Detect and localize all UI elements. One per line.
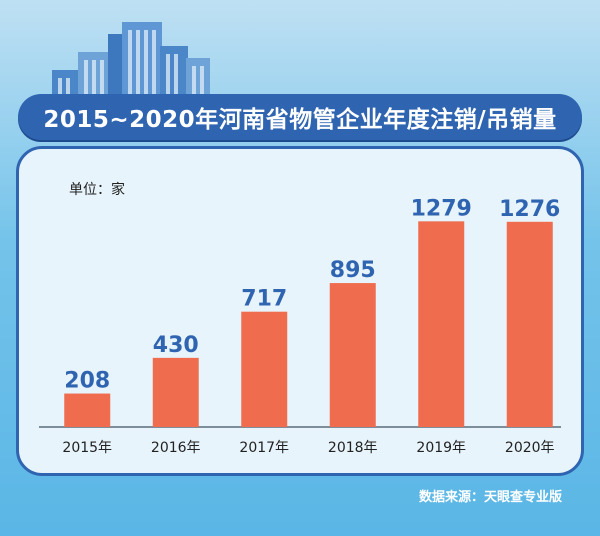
x-tick-label: 2020年	[505, 440, 555, 456]
bar	[506, 221, 553, 427]
unit-label: 单位：家	[69, 182, 125, 198]
chart-title: 2015~2020年河南省物管企业年度注销/吊销量	[43, 107, 557, 133]
data-label: 1279	[411, 196, 472, 221]
x-tick-label: 2015年	[62, 440, 112, 456]
bar	[241, 311, 288, 427]
data-label: 717	[241, 287, 287, 312]
bar	[418, 221, 465, 427]
bar	[329, 283, 376, 427]
data-label: 430	[153, 333, 199, 358]
title-banner: 2015~2020年河南省物管企业年度注销/吊销量	[18, 94, 582, 140]
bar	[152, 357, 199, 427]
x-tick-label: 2016年	[151, 440, 201, 456]
x-tick-label: 2018年	[328, 440, 378, 456]
x-tick-label: 2019年	[416, 440, 466, 456]
data-label: 208	[64, 369, 110, 394]
data-label: 1276	[499, 197, 560, 222]
bar-chart: 208 2015年 430 2016年 717 2017年 895 2018年 1279 2019…	[39, 196, 561, 456]
bar	[64, 393, 111, 427]
x-tick-label: 2017年	[239, 440, 289, 456]
data-source: 数据来源：天眼查专业版	[418, 490, 562, 505]
chart-panel: 单位：家 208 2015年 430 2016年 717 2017年 895 2018年 127…	[16, 146, 584, 476]
data-label: 895	[330, 258, 376, 283]
